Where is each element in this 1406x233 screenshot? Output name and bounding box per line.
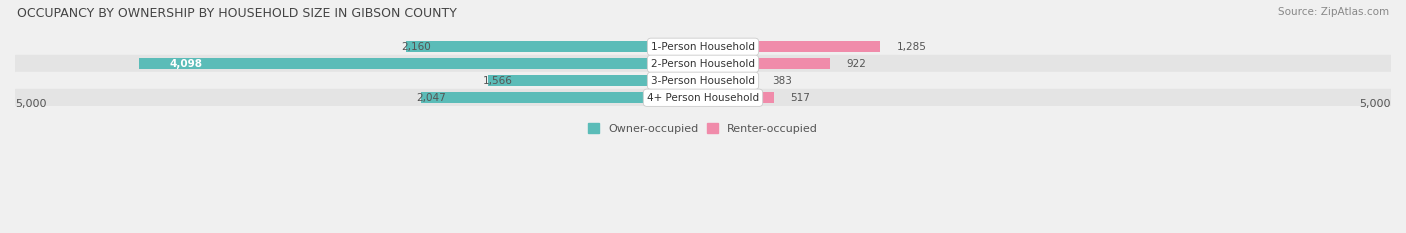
Text: 2,160: 2,160: [401, 42, 430, 52]
Text: 1,566: 1,566: [482, 76, 512, 86]
Text: 4,098: 4,098: [169, 59, 202, 69]
Text: 1-Person Household: 1-Person Household: [651, 42, 755, 52]
Text: Source: ZipAtlas.com: Source: ZipAtlas.com: [1278, 7, 1389, 17]
Legend: Owner-occupied, Renter-occupied: Owner-occupied, Renter-occupied: [583, 118, 823, 138]
Bar: [15, 55, 1391, 72]
Bar: [703, 75, 755, 86]
Bar: [703, 58, 830, 69]
Text: 383: 383: [772, 76, 792, 86]
Text: 5,000: 5,000: [15, 99, 46, 109]
Text: 2-Person Household: 2-Person Household: [651, 59, 755, 69]
Text: 517: 517: [790, 93, 810, 103]
Bar: [703, 92, 775, 103]
Text: 922: 922: [846, 59, 866, 69]
Bar: [406, 41, 703, 52]
Bar: [422, 92, 703, 103]
Text: 5,000: 5,000: [1360, 99, 1391, 109]
Bar: [15, 38, 1391, 55]
Bar: [15, 72, 1391, 89]
Text: OCCUPANCY BY OWNERSHIP BY HOUSEHOLD SIZE IN GIBSON COUNTY: OCCUPANCY BY OWNERSHIP BY HOUSEHOLD SIZE…: [17, 7, 457, 20]
Text: 4+ Person Household: 4+ Person Household: [647, 93, 759, 103]
Text: 3-Person Household: 3-Person Household: [651, 76, 755, 86]
Bar: [15, 89, 1391, 106]
Text: 2,047: 2,047: [416, 93, 446, 103]
Bar: [703, 41, 880, 52]
Text: 1,285: 1,285: [897, 42, 927, 52]
Bar: [139, 58, 703, 69]
Bar: [488, 75, 703, 86]
